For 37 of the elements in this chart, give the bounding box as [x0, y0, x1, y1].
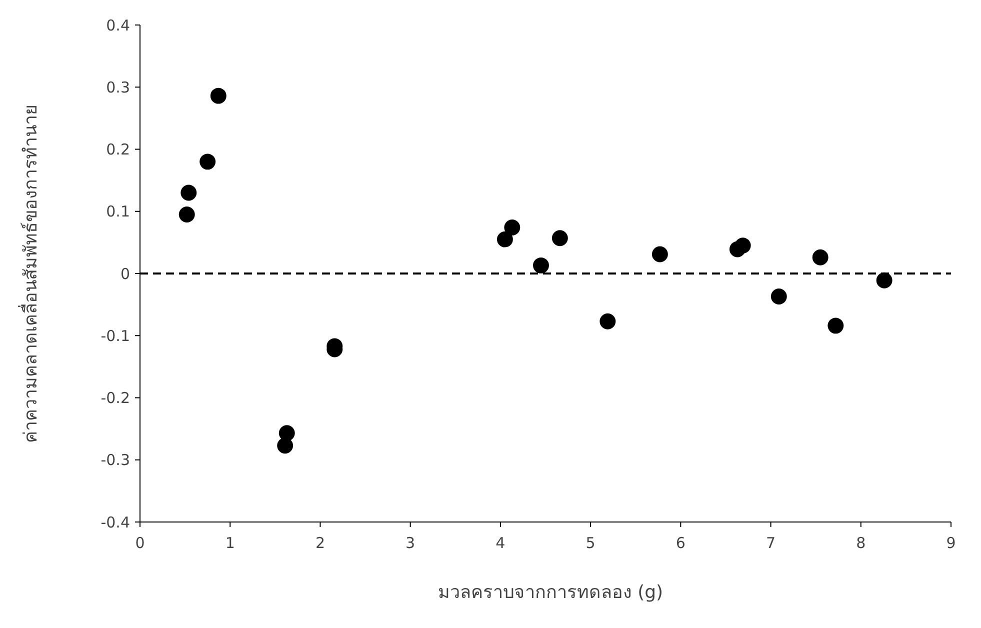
y-tick-label: -0.2: [100, 389, 130, 407]
x-tick-label: 0: [135, 534, 145, 552]
point: [210, 88, 226, 104]
point: [277, 438, 294, 454]
point: [876, 272, 892, 288]
y-tick-label: 0.3: [106, 78, 130, 96]
point: [533, 257, 549, 274]
y-tick-label: -0.4: [100, 513, 130, 532]
x-tick-label: 8: [856, 534, 866, 552]
point: [504, 220, 520, 236]
x-tick-label: 2: [315, 534, 325, 552]
x-tick-label: 7: [766, 534, 776, 552]
x-tick-label: 1: [225, 534, 235, 552]
x-axis-title: มวลคราบจากการทดลอง (g): [438, 582, 664, 603]
point: [812, 249, 828, 266]
y-tick-label: -0.1: [100, 326, 130, 345]
point: [652, 246, 668, 262]
point: [600, 313, 616, 330]
y-tick-label: 0.4: [106, 16, 130, 34]
y-tick-label: -0.3: [100, 451, 130, 470]
point: [770, 288, 787, 304]
x-tick-label: 9: [946, 534, 956, 552]
point: [180, 184, 197, 201]
point: [828, 318, 844, 334]
point: [552, 230, 568, 246]
y-tick-label: 0.1: [106, 202, 130, 221]
x-tick-label: 4: [496, 534, 506, 552]
y-axis-title: ค่าความคลาดเคลื่อนสัมพัทธ์ของการทำนาย: [17, 104, 42, 443]
x-tick-label: 3: [406, 534, 416, 552]
x-tick-label: 6: [676, 534, 686, 552]
y-tick-label: 0.2: [106, 140, 130, 158]
point: [496, 231, 513, 248]
point: [734, 238, 751, 254]
point: [178, 206, 195, 222]
point: [200, 154, 216, 170]
x-tick-label: 5: [586, 534, 596, 552]
y-tick-label: 0: [120, 264, 130, 283]
